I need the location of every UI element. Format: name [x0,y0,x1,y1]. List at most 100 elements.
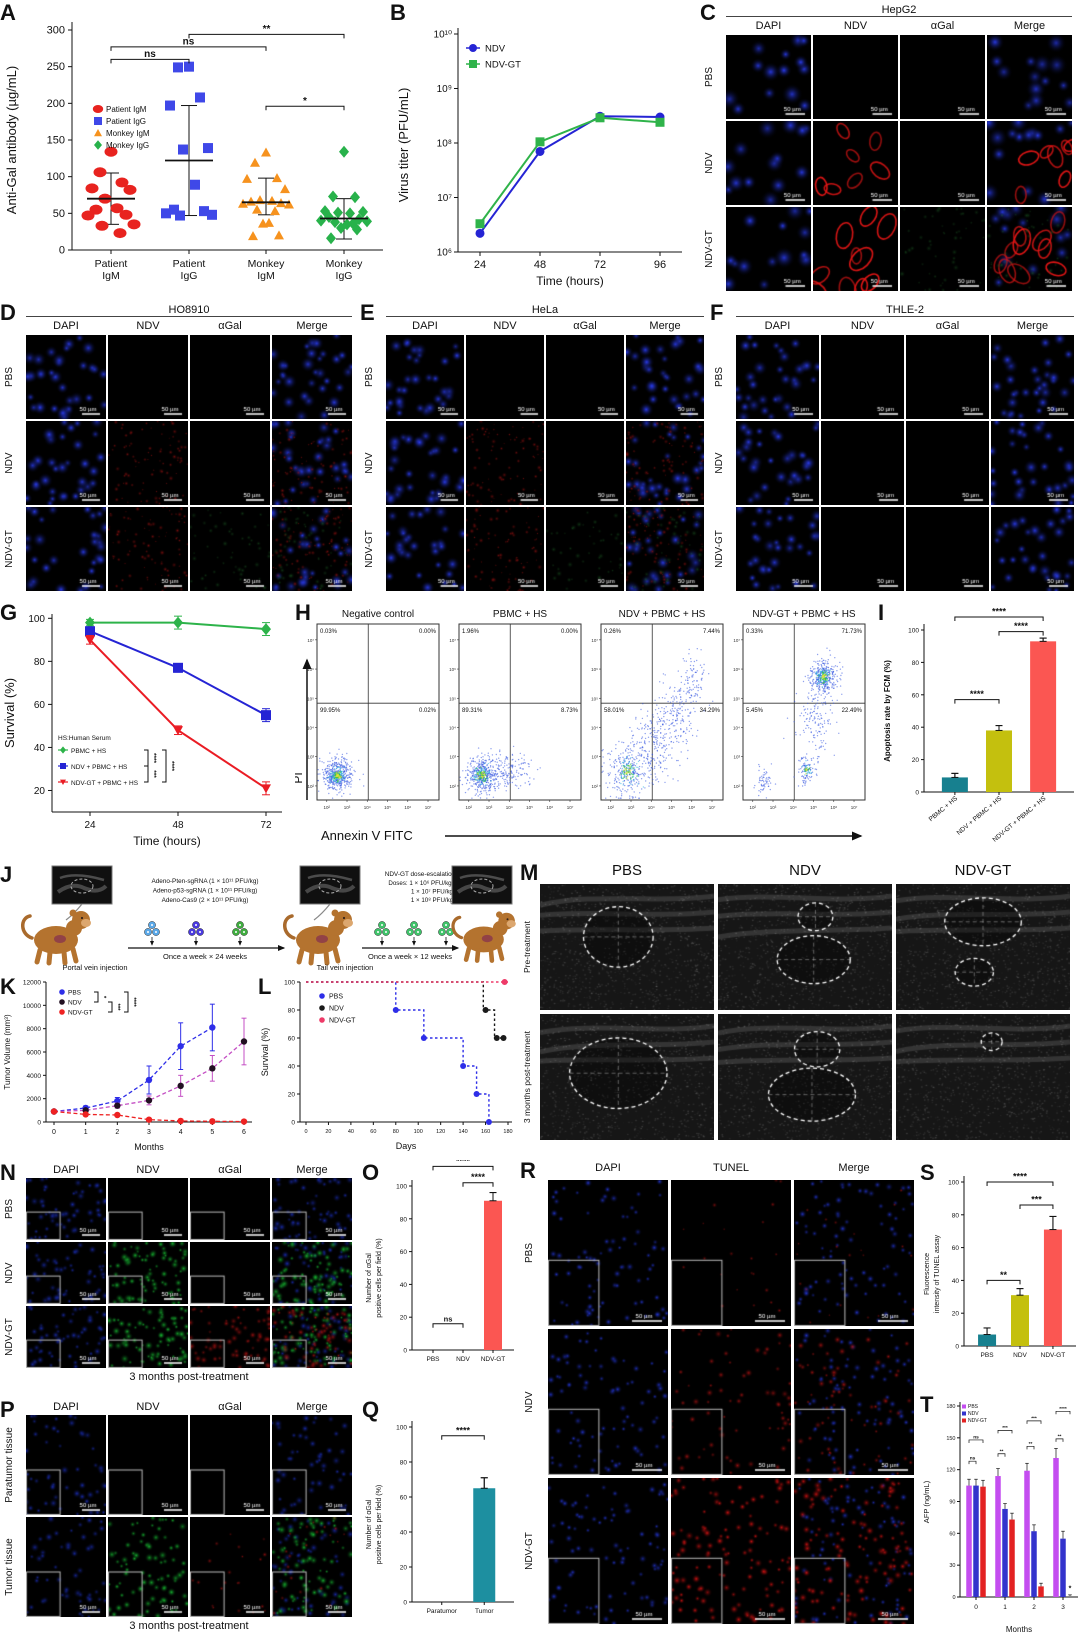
row-label-NDV-GT: NDV-GT [714,530,725,568]
panel-label-b: B [390,0,406,25]
svg-text:0.00%: 0.00% [561,629,579,635]
svg-text:Monkey IgM: Monkey IgM [106,129,150,138]
micrograph-F-NDV-GT-Merge [991,507,1074,591]
micrograph-grid-hepg2: HepG2 DAPI NDV αGal Merge PBS NDV NDV-GT [700,0,1080,300]
svg-text:NDV-GT + PBMC + HS: NDV-GT + PBMC + HS [71,780,139,787]
svg-text:IgM: IgM [102,270,120,282]
svg-text:***: *** [150,770,157,778]
svg-text:1 × 10⁷ PFU/kg: 1 × 10⁷ PFU/kg [411,889,454,896]
panel-label-g: G [0,600,18,625]
monkey-illustration [451,911,516,963]
chart-survival-invitro: 20 40 60 80 100 24 48 72 Survival (%) Time (hours… [0,600,295,862]
svg-text:Tumor: Tumor [475,1608,494,1615]
panel-c: C HepG2 DAPI NDV αGal Merge PBS NDV NDV-GT [700,0,1080,300]
svg-text:80: 80 [288,1008,296,1015]
svg-text:10⁵: 10⁵ [668,805,675,810]
svg-text:120: 120 [436,1129,445,1135]
svg-text:0: 0 [952,1595,955,1601]
svg-text:10⁵: 10⁵ [526,805,533,810]
svg-text:20: 20 [34,786,46,797]
panel-j: J Adeno-Pten-sgRNA (1 × 10¹¹ PFU/kg) Aden… [0,862,520,974]
svg-text:NDV + PBMC + HS: NDV + PBMC + HS [619,609,706,620]
col-label-NDV: NDV [843,20,868,32]
svg-text:NDV-GT dose-escalation: NDV-GT dose-escalation [385,871,456,878]
row-label-NDV-GT: NDV-GT [704,230,715,268]
svg-text:Number of αGal: Number of αGal [366,1499,373,1549]
svg-text:5: 5 [210,1129,214,1136]
col-label-αGal: αGal [935,320,960,332]
panel-label-q: Q [362,1397,380,1422]
panel-label-d: D [0,300,16,325]
svg-text:10⁷: 10⁷ [425,805,432,810]
svg-text:0: 0 [304,1129,307,1135]
svg-text:Tumor Volume (mm³): Tumor Volume (mm³) [3,1014,12,1090]
panel-e: E HeLa DAPI NDV αGal Merge PBS NDV NDV-GT [360,300,710,600]
grid-title-THLE-2: THLE-2 [736,304,1074,317]
svg-text:1 × 10⁸ PFU/kg: 1 × 10⁸ PFU/kg [411,897,454,904]
svg-text:72: 72 [260,820,272,831]
svg-text:40: 40 [952,1278,960,1285]
svg-text:10⁴: 10⁴ [506,805,513,810]
col-label-DAPI: DAPI [53,320,79,332]
svg-text:ns: ns [183,36,195,47]
svg-text:IgG: IgG [336,270,353,282]
svg-text:10⁹: 10⁹ [437,84,452,95]
ultrasound-3 months post-treatment-NDV-GT [896,1014,1070,1140]
col-label-αGal: αGal [573,320,597,332]
svg-text:100: 100 [948,1180,959,1187]
svg-text:PBS: PBS [981,1352,995,1359]
micrograph-F-NDV-αGal [906,421,989,505]
svg-text:10²: 10² [591,784,598,789]
svg-text:10000: 10000 [23,1003,41,1010]
svg-text:ns: ns [444,1314,453,1323]
svg-text:60: 60 [288,1036,296,1043]
svg-text:40: 40 [400,1282,408,1289]
ultrasound-col-PBS: PBS [611,862,642,879]
panel-label-h: H [295,600,311,625]
micrograph-F-NDV-DAPI [736,421,819,505]
svg-text:Once a week × 12 weeks: Once a week × 12 weeks [368,952,452,961]
panel-label-n: N [0,1160,16,1185]
chart-tumor-volume: 0 2000 4000 6000 8000 10000 12000 0 1 2 3 4 5 6 Tumor … [0,974,258,1160]
micrograph-F-PBS-Merge [991,335,1074,419]
svg-text:NDV-GT: NDV-GT [481,1356,506,1363]
row-label-PBS: PBS [714,367,725,388]
ultrasound-Pre-treatment-NDV-GT [896,884,1070,1010]
svg-text:****: **** [168,761,175,772]
grid-caption: 3 months post-treatment [129,1620,249,1632]
panel-p: P DAPI NDV αGal Merge Paratumor tissue Tumor … [0,1397,362,1640]
svg-text:10²: 10² [750,805,757,810]
micrograph-N-PBS-Merge [272,1178,352,1240]
micrograph-C-PBS-Merge [987,35,1072,119]
chart-A: 0 50 100 150 200 250 300 Anti-Gal antibody (µg/… [4,22,383,282]
svg-text:NDV-GT: NDV-GT [329,1018,356,1025]
micrograph-E-PBS-DAPI [386,335,464,419]
svg-text:10⁶: 10⁶ [733,667,740,672]
col-label-αGal: αGal [218,320,242,332]
chart-agal-positive-cells: 0 20 40 60 80 100 PBS NDV NDV-GT **** **** ns Number… [362,1160,520,1397]
svg-text:Months: Months [134,1142,164,1152]
svg-text:10⁷: 10⁷ [567,805,574,810]
micrograph-F-NDV-GT-αGal [906,507,989,591]
svg-text:8.73%: 8.73% [561,708,579,714]
row-label-NDV: NDV [4,1262,15,1284]
svg-text:10³: 10³ [449,755,456,760]
chart-virus-titer: 10⁶ 10⁷ 10⁸ 10⁹ 10¹⁰ 24 48 72 96 Virus titer (PFU… [390,0,700,300]
svg-text:0.03%: 0.03% [320,629,338,635]
micrograph-E-PBS-Merge [626,335,704,419]
svg-text:Annexin V FITC: Annexin V FITC [321,828,413,843]
svg-text:10⁶: 10⁶ [307,667,314,672]
svg-text:Paratumor: Paratumor [427,1608,458,1615]
micrograph-N-NDV-DAPI [26,1242,106,1304]
micrograph-E-NDV-αGal [546,421,624,505]
svg-text:NDV + PBMC + HS: NDV + PBMC + HS [956,795,1004,837]
svg-text:72: 72 [594,259,606,271]
svg-text:10⁴: 10⁴ [307,725,314,730]
micrograph-F-NDV-NDV [821,421,904,505]
svg-text:96: 96 [654,259,666,271]
row-label-PBS: PBS [704,67,715,88]
svg-text:PBS: PBS [68,990,82,997]
svg-text:0: 0 [403,1348,407,1355]
panel-b: B 10⁶ 10⁷ 10⁸ 10⁹ 10¹⁰ 24 48 72 96 Virus titer (P… [390,0,700,300]
panel-label-s: S [920,1160,935,1185]
